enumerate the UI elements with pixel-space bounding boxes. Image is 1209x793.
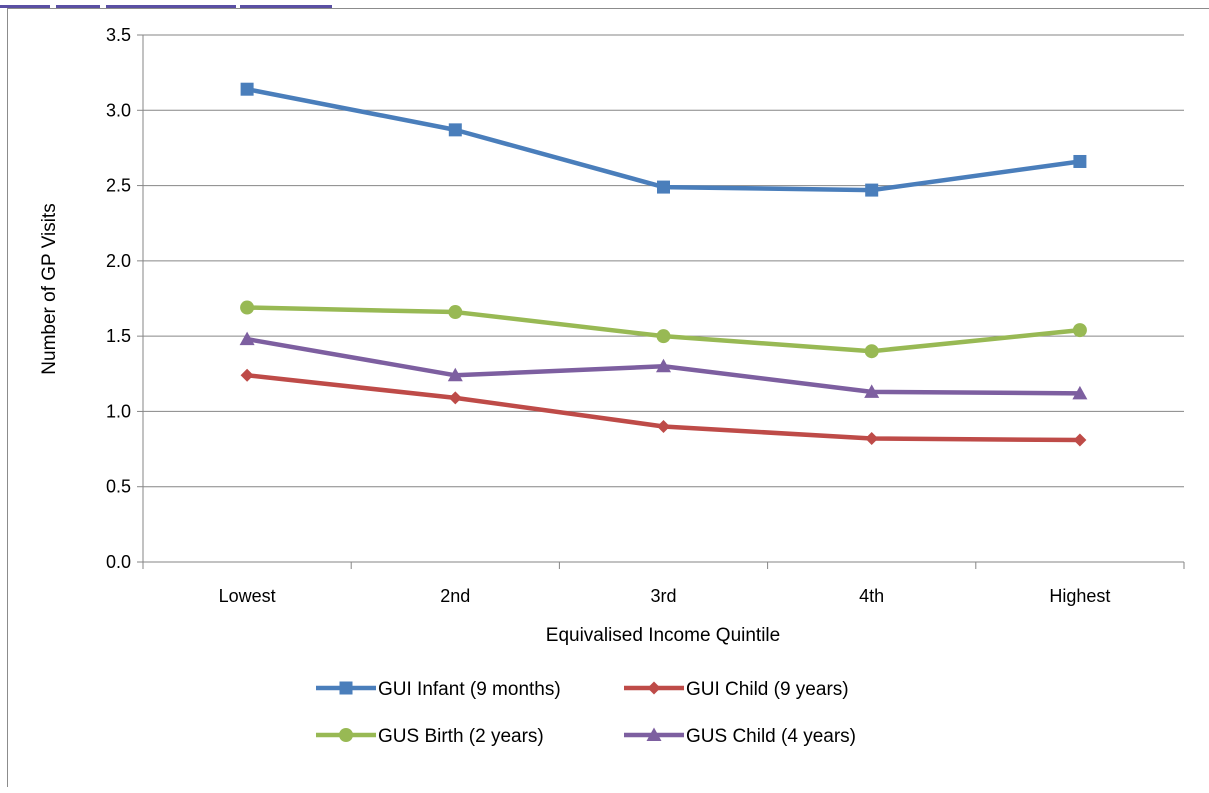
data-point [656,329,671,344]
legend-label: GUS Child (4 years) [686,726,856,747]
series-2 [240,368,1087,447]
x-tick-label: 2nd [440,586,470,606]
data-point [240,300,255,315]
legend-entry: GUI Child (9 years) [624,679,849,700]
legend-entry: GUS Birth (2 years) [316,726,544,747]
data-point [448,391,462,405]
data-point [447,367,463,382]
data-point [656,358,671,373]
data-point [239,331,255,346]
legend-marker [647,681,661,695]
y-tick-labels: 0.0 0.5 1.0 1.5 2.0 2.5 3.0 3.5 [106,25,131,572]
data-point [657,419,670,433]
series-1 [240,82,1087,197]
axes [137,34,1185,569]
y-tick-label: 2.5 [106,176,131,196]
data-point [240,368,254,382]
legend-entry: GUS Child (4 years) [624,726,856,747]
y-tick-label: 1.5 [106,326,131,346]
legend-marker [339,728,353,742]
data-point [864,344,879,359]
y-tick-label: 3.5 [106,25,131,45]
y-tick-label: 3.0 [106,100,131,120]
data-point [1072,323,1087,338]
gridlines [143,34,1184,488]
data-point [240,82,254,96]
data-point [448,305,463,320]
series-line [244,86,1083,193]
figure-caption-clipped [0,0,1209,8]
data-point [865,432,879,446]
data-point [865,183,879,197]
data-point [1072,385,1088,400]
legend-label: GUI Infant (9 months) [378,679,561,700]
legend-label: GUS Birth (2 years) [378,726,544,747]
data-point [448,123,462,137]
series-3 [240,300,1087,359]
y-axis-label: Number of GP Visits [39,203,60,374]
series-4 [239,331,1088,400]
legend-entry: GUI Infant (9 months) [316,679,561,700]
x-tick-label: Lowest [219,586,276,606]
line-chart: 0.0 0.5 1.0 1.5 2.0 2.5 3.0 3.5 Lowest 2nd 3rd 4th… [39,25,1185,747]
figure-caption-text-fragment [0,5,332,8]
x-tick-label: Highest [1049,586,1110,606]
chart-frame: 0.0 0.5 1.0 1.5 2.0 2.5 3.0 3.5 Lowest 2nd 3rd 4th… [7,8,1209,787]
data-point [1073,433,1087,447]
data-point [864,384,880,398]
legend-marker [339,681,353,695]
y-tick-label: 0.5 [106,477,131,497]
legend-marker [646,727,662,741]
y-tick-label: 1.0 [106,401,131,421]
x-tick-label: 4th [859,586,884,606]
y-tick-label: 2.0 [106,251,131,271]
legend-label: GUI Child (9 years) [686,679,849,700]
data-point [1073,154,1087,168]
x-axis-label: Equivalised Income Quintile [546,625,780,646]
x-tick-labels: Lowest 2nd 3rd 4th Highest [219,586,1111,606]
y-tick-label: 0.0 [106,552,131,572]
data-point [657,180,670,194]
series-layer [239,82,1088,447]
x-tick-label: 3rd [650,586,676,606]
legend: GUI Infant (9 months) GUI Child (9 years)… [316,679,856,747]
